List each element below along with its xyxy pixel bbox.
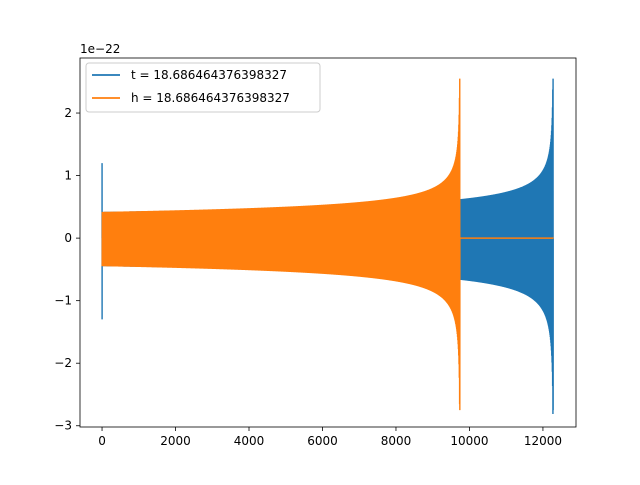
- legend-label-h: h = 18.686464376398327: [131, 91, 290, 105]
- x-tick-label: 2000: [160, 434, 191, 448]
- y-tick-label: 1: [64, 169, 72, 183]
- y-tick-label: −2: [54, 356, 72, 370]
- legend-label-t: t = 18.686464376398327: [131, 68, 287, 82]
- y-tick-label: 2: [64, 106, 72, 120]
- x-tick-label: 6000: [307, 434, 338, 448]
- x-tick-label: 10000: [450, 434, 488, 448]
- x-tick-label: 12000: [524, 434, 562, 448]
- y-tick-label: −1: [54, 294, 72, 308]
- axes-frame: [79, 57, 577, 428]
- plot-area: [101, 78, 554, 415]
- x-tick-label: 4000: [234, 434, 265, 448]
- y-tick-label: −3: [54, 419, 72, 433]
- y-tick-label: 0: [64, 231, 72, 245]
- legend: t = 18.686464376398327 h = 18.6864643763…: [85, 62, 321, 113]
- x-tick-label: 8000: [381, 434, 412, 448]
- series-line-h: [101, 78, 554, 411]
- y-offset-label: 1e−22: [80, 42, 120, 56]
- x-tick-label: 0: [98, 434, 106, 448]
- legend-box: [85, 62, 321, 113]
- axes-layer: 0 2000 4000 6000 8000 10000 12000 −3 −2 −1 0 1 2: [54, 57, 577, 448]
